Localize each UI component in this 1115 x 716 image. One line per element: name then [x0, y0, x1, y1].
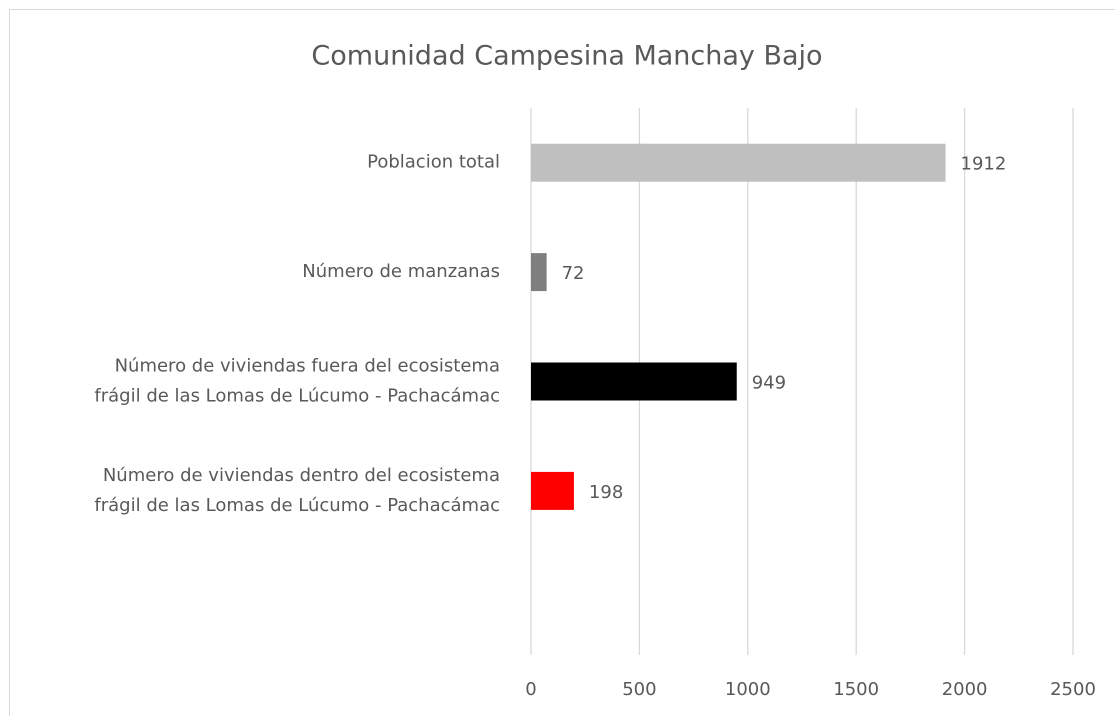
- bar: [531, 143, 946, 182]
- data-label: 949: [752, 373, 786, 394]
- x-tick-label: 0: [525, 679, 536, 700]
- x-tick-label: 2000: [942, 679, 988, 700]
- x-tick-label: 1500: [833, 679, 879, 700]
- y-tick-label: Número de viviendas fuera del ecosistema…: [94, 356, 500, 407]
- y-tick-label: Número de manzanas: [302, 261, 500, 282]
- bar: [531, 253, 547, 292]
- data-label: 1912: [961, 154, 1007, 175]
- data-label: 198: [589, 482, 623, 503]
- y-tick-label: Poblacion total: [367, 152, 500, 173]
- x-tick-label: 1000: [725, 679, 771, 700]
- chart-frame: [9, 9, 1115, 716]
- bar: [531, 362, 737, 401]
- y-tick-label: Número de viviendas dentro del ecosistem…: [94, 465, 500, 516]
- x-tick-label: 2500: [1050, 679, 1096, 700]
- chart-title: Comunidad Campesina Manchay Bajo: [311, 41, 822, 72]
- bar: [531, 471, 574, 510]
- x-tick-label: 500: [622, 679, 656, 700]
- data-label: 72: [562, 263, 585, 284]
